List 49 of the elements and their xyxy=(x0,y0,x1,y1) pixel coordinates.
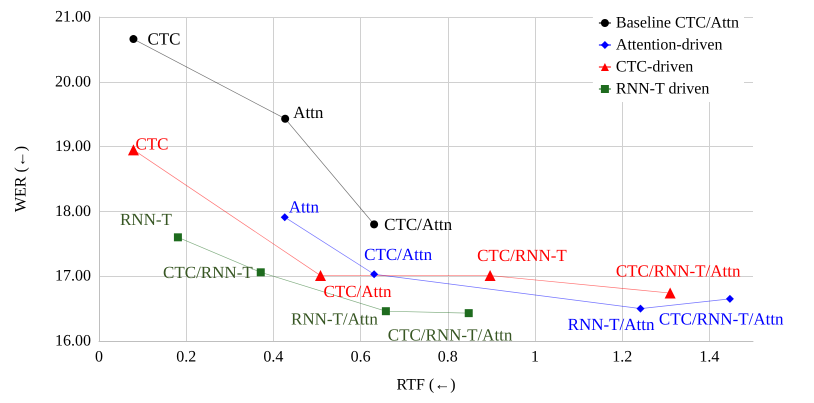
point xyxy=(129,35,138,44)
x-tick-label: 0.4 xyxy=(263,348,284,366)
x-tick-label: 1.4 xyxy=(699,348,720,366)
annotation: CTC/RNN-T/Attn xyxy=(388,326,513,345)
annotation: CTC/RNN-T xyxy=(477,246,568,266)
annotation: RNN-T/Attn xyxy=(290,310,378,329)
point xyxy=(382,307,390,316)
x-tick-label: 0.8 xyxy=(438,348,458,366)
point xyxy=(370,220,378,228)
legend-label: Baseline CTC/Attn xyxy=(616,14,740,32)
annotation: Attn xyxy=(288,198,320,217)
point xyxy=(636,304,645,313)
annotation: Attn xyxy=(293,103,324,122)
x-tick-label: 0.6 xyxy=(350,348,371,366)
x-tick-label: 1.2 xyxy=(612,348,632,366)
y-tick-label: 21.00 xyxy=(55,8,91,26)
annotation: CTC/Attn xyxy=(364,244,433,264)
annotation: CTC/Attn xyxy=(323,282,392,302)
y-tick-label: 20.00 xyxy=(55,73,91,90)
annotation: CTC xyxy=(135,134,169,154)
y-tick-label: 19.00 xyxy=(55,138,91,156)
annotation: CTC/RNN-T xyxy=(163,262,254,282)
point xyxy=(484,270,496,282)
y-tick-label: 18.00 xyxy=(55,202,91,220)
y-tick-label: 17.00 xyxy=(55,268,91,285)
point xyxy=(314,270,326,282)
x-tick-label: 1 xyxy=(531,348,539,366)
annotation: RNN-T xyxy=(120,210,173,229)
point xyxy=(174,233,182,242)
annotation: CTC/Attn xyxy=(384,214,453,234)
x-axis-title: RTF (←) xyxy=(396,376,456,394)
point xyxy=(281,114,290,123)
legend-label: CTC-driven xyxy=(616,58,694,76)
annotation: CTC/RNN-T/Attn xyxy=(616,262,741,281)
y-tick-label: 16.00 xyxy=(55,332,91,350)
point xyxy=(370,270,378,278)
annotation: CTC/RNN-T/Attn xyxy=(658,309,784,328)
y-axis-title: WER (←) xyxy=(12,146,30,212)
point xyxy=(256,268,265,276)
legend-label: RNN-T driven xyxy=(616,80,710,98)
point xyxy=(726,294,734,303)
legend-label: Attention-driven xyxy=(616,36,723,54)
point xyxy=(280,213,289,222)
annotation: RNN-T/Attn xyxy=(568,315,656,334)
annotation: CTC xyxy=(147,30,181,49)
point xyxy=(664,288,676,299)
x-tick-label: 0 xyxy=(95,348,103,366)
x-tick-label: 0.2 xyxy=(176,348,196,366)
point xyxy=(464,309,473,318)
